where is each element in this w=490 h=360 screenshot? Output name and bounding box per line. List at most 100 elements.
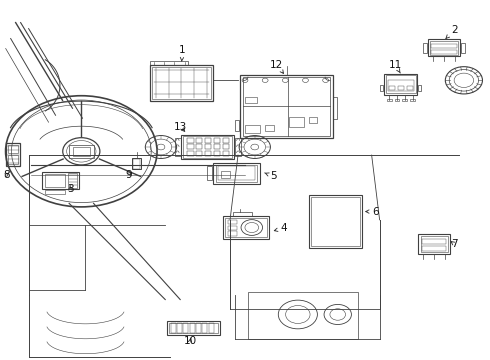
- Bar: [42, 172, 79, 189]
- Bar: [225, 218, 267, 237]
- Bar: [132, 158, 142, 169]
- Bar: [233, 212, 252, 216]
- Bar: [207, 166, 212, 180]
- Bar: [177, 323, 182, 333]
- Bar: [389, 86, 395, 90]
- Bar: [223, 216, 270, 239]
- Bar: [309, 195, 362, 248]
- Bar: [289, 117, 304, 127]
- Text: 10: 10: [184, 336, 197, 346]
- Bar: [222, 151, 229, 156]
- Bar: [245, 97, 257, 103]
- Bar: [216, 165, 257, 182]
- Text: 6: 6: [366, 207, 379, 217]
- Bar: [205, 151, 211, 156]
- Text: 3: 3: [67, 184, 74, 194]
- Bar: [196, 144, 202, 149]
- Bar: [190, 323, 195, 333]
- Bar: [183, 323, 188, 333]
- Bar: [68, 173, 77, 188]
- Bar: [220, 171, 230, 178]
- Bar: [386, 75, 416, 93]
- Bar: [133, 159, 141, 168]
- Bar: [222, 144, 229, 149]
- Bar: [196, 138, 202, 143]
- Text: 5: 5: [265, 171, 277, 181]
- Bar: [384, 74, 417, 95]
- Bar: [311, 197, 360, 246]
- Bar: [45, 174, 65, 187]
- Text: 13: 13: [174, 122, 187, 132]
- Bar: [205, 138, 211, 143]
- Bar: [245, 126, 260, 134]
- Bar: [402, 99, 407, 101]
- Bar: [45, 190, 65, 194]
- Bar: [222, 138, 229, 143]
- Bar: [243, 77, 330, 135]
- Bar: [248, 292, 358, 339]
- Bar: [205, 144, 211, 149]
- Bar: [214, 138, 220, 143]
- Bar: [431, 50, 457, 54]
- Bar: [69, 145, 94, 158]
- Bar: [187, 151, 194, 156]
- Bar: [418, 234, 450, 253]
- Bar: [213, 163, 260, 184]
- Text: 12: 12: [270, 59, 284, 73]
- Bar: [187, 144, 194, 149]
- Bar: [422, 239, 446, 244]
- Bar: [152, 67, 211, 99]
- Bar: [7, 144, 18, 153]
- Bar: [181, 135, 234, 159]
- Bar: [228, 220, 237, 224]
- Bar: [169, 323, 218, 333]
- Bar: [73, 147, 90, 156]
- Bar: [380, 85, 383, 91]
- Bar: [235, 138, 241, 156]
- Bar: [430, 41, 458, 55]
- Bar: [333, 97, 337, 119]
- Bar: [171, 323, 175, 333]
- Bar: [7, 155, 18, 164]
- Bar: [183, 136, 232, 158]
- Bar: [202, 323, 207, 333]
- Text: 1: 1: [179, 45, 186, 61]
- Bar: [428, 39, 460, 56]
- Text: 9: 9: [125, 170, 132, 180]
- Bar: [209, 323, 214, 333]
- Bar: [167, 321, 220, 335]
- Bar: [228, 226, 237, 230]
- Bar: [388, 80, 414, 91]
- Text: 11: 11: [389, 60, 402, 73]
- Bar: [196, 323, 201, 333]
- Bar: [150, 61, 188, 65]
- Bar: [410, 99, 415, 101]
- Bar: [309, 117, 318, 123]
- Text: 4: 4: [274, 223, 288, 233]
- Text: 7: 7: [451, 239, 458, 249]
- Bar: [235, 120, 239, 131]
- Bar: [422, 246, 446, 251]
- Bar: [421, 235, 448, 252]
- Bar: [150, 65, 213, 101]
- Bar: [423, 42, 427, 53]
- Text: 8: 8: [3, 170, 10, 180]
- Bar: [387, 99, 392, 101]
- Bar: [196, 151, 202, 156]
- Bar: [265, 126, 274, 131]
- Text: 2: 2: [446, 25, 458, 39]
- Bar: [394, 99, 399, 101]
- Bar: [398, 86, 404, 90]
- Bar: [407, 86, 413, 90]
- Bar: [214, 151, 220, 156]
- Bar: [240, 75, 333, 138]
- Bar: [431, 44, 457, 48]
- Bar: [5, 143, 20, 166]
- Bar: [218, 166, 255, 180]
- Bar: [461, 42, 465, 53]
- Bar: [187, 138, 194, 143]
- Bar: [174, 138, 180, 156]
- Bar: [418, 85, 421, 91]
- Bar: [214, 144, 220, 149]
- Bar: [228, 231, 237, 235]
